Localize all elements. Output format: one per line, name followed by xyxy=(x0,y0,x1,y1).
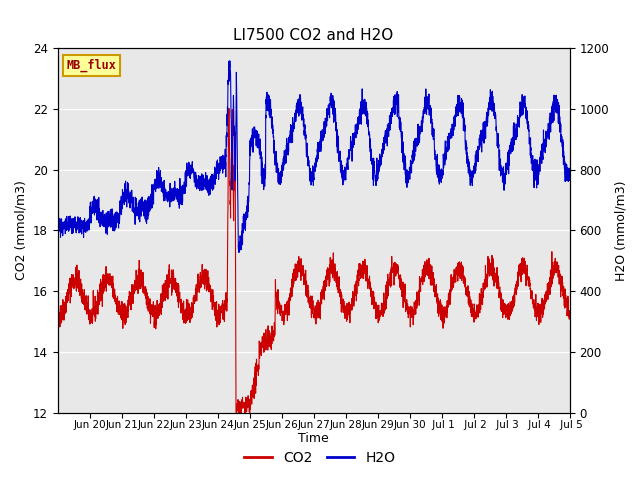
H2O xyxy=(556,120,564,125)
Line: CO2: CO2 xyxy=(58,108,570,413)
CO2 xyxy=(225,106,233,111)
CO2 xyxy=(556,271,564,276)
CO2 xyxy=(143,301,150,307)
H2O xyxy=(112,225,120,230)
Text: MB_flux: MB_flux xyxy=(67,59,116,72)
CO2 xyxy=(501,300,509,306)
CO2 xyxy=(54,309,61,314)
H2O xyxy=(273,156,280,162)
H2O xyxy=(143,204,150,210)
H2O xyxy=(501,173,509,179)
CO2 xyxy=(112,296,120,301)
H2O xyxy=(566,176,573,182)
Y-axis label: CO2 (mmol/m3): CO2 (mmol/m3) xyxy=(14,180,28,280)
CO2 xyxy=(566,311,573,317)
H2O xyxy=(250,130,258,136)
Legend: CO2, H2O: CO2, H2O xyxy=(239,445,401,471)
Line: H2O: H2O xyxy=(58,61,570,252)
H2O xyxy=(54,230,61,236)
CO2 xyxy=(232,410,240,416)
CO2 xyxy=(250,385,258,391)
H2O xyxy=(226,58,234,64)
CO2 xyxy=(273,290,280,296)
Title: LI7500 CO2 and H2O: LI7500 CO2 and H2O xyxy=(234,28,394,43)
X-axis label: Time: Time xyxy=(298,432,329,445)
Y-axis label: H2O (mmol/m3): H2O (mmol/m3) xyxy=(614,180,628,281)
H2O xyxy=(235,250,243,255)
